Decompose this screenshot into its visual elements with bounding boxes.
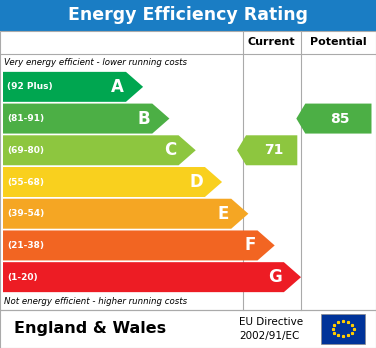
Polygon shape: [3, 262, 301, 292]
Polygon shape: [3, 104, 170, 134]
Text: Energy Efficiency Rating: Energy Efficiency Rating: [68, 6, 308, 24]
Text: 85: 85: [331, 112, 350, 126]
Text: 71: 71: [264, 143, 283, 157]
Text: Not energy efficient - higher running costs: Not energy efficient - higher running co…: [4, 297, 187, 306]
Text: D: D: [189, 173, 203, 191]
Bar: [321, 314, 365, 344]
Text: EU Directive: EU Directive: [239, 317, 303, 327]
Polygon shape: [3, 72, 143, 102]
Bar: [0, 310, 376, 348]
Text: Potential: Potential: [310, 38, 367, 47]
Text: (39-54): (39-54): [7, 209, 44, 218]
Text: (21-38): (21-38): [7, 241, 44, 250]
Text: E: E: [218, 205, 229, 223]
Text: F: F: [244, 236, 256, 254]
Text: (1-20): (1-20): [7, 272, 37, 282]
Text: G: G: [268, 268, 282, 286]
Text: (55-68): (55-68): [7, 177, 44, 187]
Polygon shape: [3, 199, 249, 229]
Polygon shape: [237, 135, 297, 165]
Text: (92 Plus): (92 Plus): [7, 82, 52, 92]
Polygon shape: [296, 104, 371, 134]
Polygon shape: [3, 135, 196, 165]
Polygon shape: [3, 230, 275, 260]
Text: 2002/91/EC: 2002/91/EC: [239, 331, 299, 341]
Bar: [0, 31, 376, 310]
Text: (69-80): (69-80): [7, 146, 44, 155]
Text: B: B: [138, 110, 150, 128]
Bar: [0, 0, 376, 31]
Text: A: A: [111, 78, 124, 96]
Text: (81-91): (81-91): [7, 114, 44, 123]
Text: Very energy efficient - lower running costs: Very energy efficient - lower running co…: [4, 58, 187, 67]
Text: C: C: [164, 141, 177, 159]
Polygon shape: [3, 167, 222, 197]
Text: England & Wales: England & Wales: [14, 321, 166, 337]
Text: Current: Current: [248, 38, 296, 47]
